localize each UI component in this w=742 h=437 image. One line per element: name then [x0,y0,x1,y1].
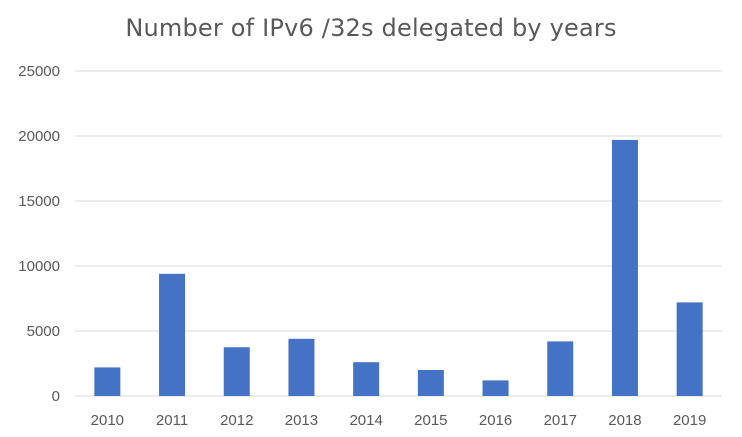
y-tick-label: 0 [52,388,60,405]
x-tick-label: 2013 [285,412,318,429]
x-tick-label: 2017 [544,412,577,429]
bar-2010 [94,367,121,396]
x-tick-label: 2010 [91,412,124,429]
bar-2016 [482,380,509,396]
y-axis-ticks: 0 5000 10000 15000 20000 25000 [18,63,60,405]
x-tick-label: 2012 [220,412,253,429]
x-tick-label: 2016 [479,412,512,429]
x-tick-label: 2014 [349,412,382,429]
bar-2012 [223,347,250,396]
y-tick-label: 5000 [27,323,60,340]
chart-title: Number of IPv6 /32s delegated by years [125,14,617,42]
bar-2018 [611,139,638,396]
x-tick-label: 2011 [156,412,188,429]
bars [94,139,703,396]
x-tick-label: 2019 [673,412,706,429]
y-tick-label: 10000 [18,258,60,275]
x-tick-label: 2018 [608,412,641,429]
x-tick-label: 2015 [414,412,447,429]
bar-2015 [417,370,444,396]
bar-2017 [547,341,574,396]
x-axis-ticks: 2010 2011 2012 2013 2014 2015 2016 2017 2018 2019 [91,412,707,429]
bar-2011 [159,273,186,396]
bar-2019 [676,302,703,396]
y-tick-label: 15000 [18,193,60,210]
y-tick-label: 25000 [18,63,60,80]
bar-2013 [288,338,315,396]
bar-2014 [353,362,380,396]
y-tick-label: 20000 [18,128,60,145]
